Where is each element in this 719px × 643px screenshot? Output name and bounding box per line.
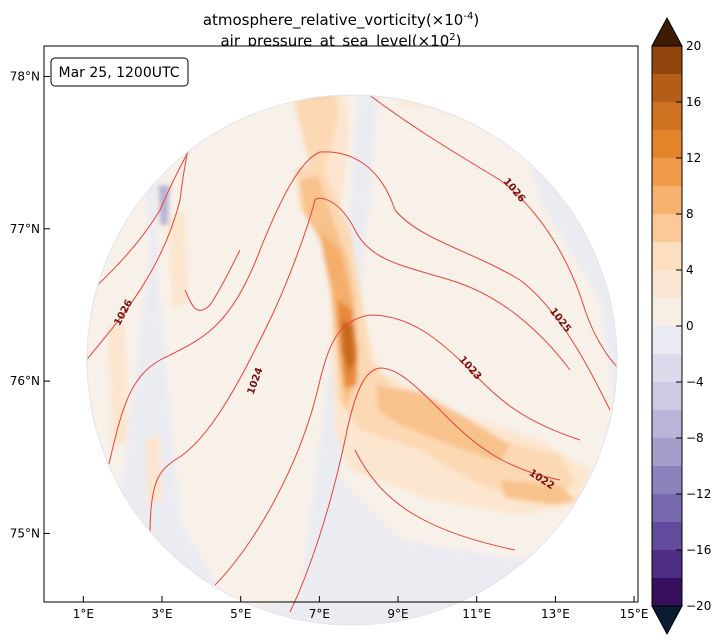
colorbar-tick-label: 20	[686, 39, 701, 53]
x-tick-label: 7°E	[309, 607, 330, 621]
colorbar-extend-max	[651, 16, 683, 47]
isobar-1026-east	[349, 95, 617, 371]
x-tick-label: 11°E	[462, 607, 491, 621]
x-tick-label: 3°E	[151, 607, 172, 621]
colorbar-bin	[652, 410, 682, 439]
colorbar-tick-label: 8	[686, 207, 694, 221]
colorbar-tick-label: −12	[686, 487, 711, 501]
colorbar-tick-label: −20	[686, 599, 711, 613]
colorbar-tick-label: 0	[686, 319, 694, 333]
isobar-small	[184, 249, 241, 311]
colorbar-bin	[652, 466, 682, 495]
y-tick-label: 76°N	[10, 374, 40, 388]
colorbar-bin	[652, 270, 682, 299]
colorbar-bin	[652, 102, 682, 131]
colorbar: 20 16 12 8 4 0 −4 −8 −12 −16 −20	[651, 16, 711, 636]
isobar-1022	[289, 367, 561, 613]
colorbar-tick-label: 4	[686, 263, 694, 277]
y-tick-label: 77°N	[10, 222, 40, 236]
colorbar-tick-label: −4	[686, 375, 704, 389]
colorbar-bin	[652, 158, 682, 187]
x-axis: 1°E 3°E 5°E 7°E 9°E 11°E 13°E 15°E	[73, 596, 649, 621]
colorbar-bin	[652, 242, 682, 271]
isobar-1022-south	[354, 449, 516, 551]
x-tick-label: 9°E	[387, 607, 408, 621]
colorbar-bin	[652, 326, 682, 355]
colorbar-bin	[652, 522, 682, 551]
isobar-1025	[104, 151, 611, 481]
colorbar-bin	[652, 214, 682, 243]
colorbar-bin	[652, 438, 682, 467]
x-tick-label: 13°E	[541, 607, 570, 621]
timestamp-label: Mar 25, 1200UTC	[59, 65, 180, 81]
y-axis: 78°N 77°N 76°N 75°N	[10, 69, 50, 540]
map-disk-edge	[86, 94, 618, 626]
timestamp-frame	[50, 57, 189, 87]
colorbar-bin	[652, 550, 682, 579]
y-tick-label: 78°N	[10, 69, 40, 83]
chart-title-line1: atmosphere_relative_vorticity(×10-4)	[202, 11, 480, 29]
colorbar-bin	[652, 578, 682, 607]
colorbar-bin	[652, 494, 682, 523]
isobar-1024	[149, 197, 571, 536]
colorbar-bin	[652, 298, 682, 327]
x-tick-label: 15°E	[620, 607, 649, 621]
timestamp-box: Mar 25, 1200UTC	[50, 57, 189, 87]
colorbar-tick-label: 12	[686, 151, 701, 165]
colorbar-extend-min	[651, 605, 683, 636]
x-tick-label: 5°E	[230, 607, 251, 621]
colorbar-bin	[652, 46, 682, 75]
colorbar-bin	[652, 130, 682, 159]
colorbar-bin	[652, 186, 682, 215]
colorbar-bin	[652, 382, 682, 411]
x-tick-label: 1°E	[73, 607, 94, 621]
colorbar-tick-label: 16	[686, 95, 701, 109]
y-tick-label: 75°N	[10, 526, 40, 540]
isobar-1023	[214, 314, 581, 586]
plot-frame	[43, 45, 639, 603]
colorbar-bin	[652, 74, 682, 103]
colorbar-tick-label: −8	[686, 431, 704, 445]
colorbar-tick-label: −16	[686, 543, 711, 557]
colorbar-bin	[652, 354, 682, 383]
pressure-contours	[87, 95, 617, 613]
